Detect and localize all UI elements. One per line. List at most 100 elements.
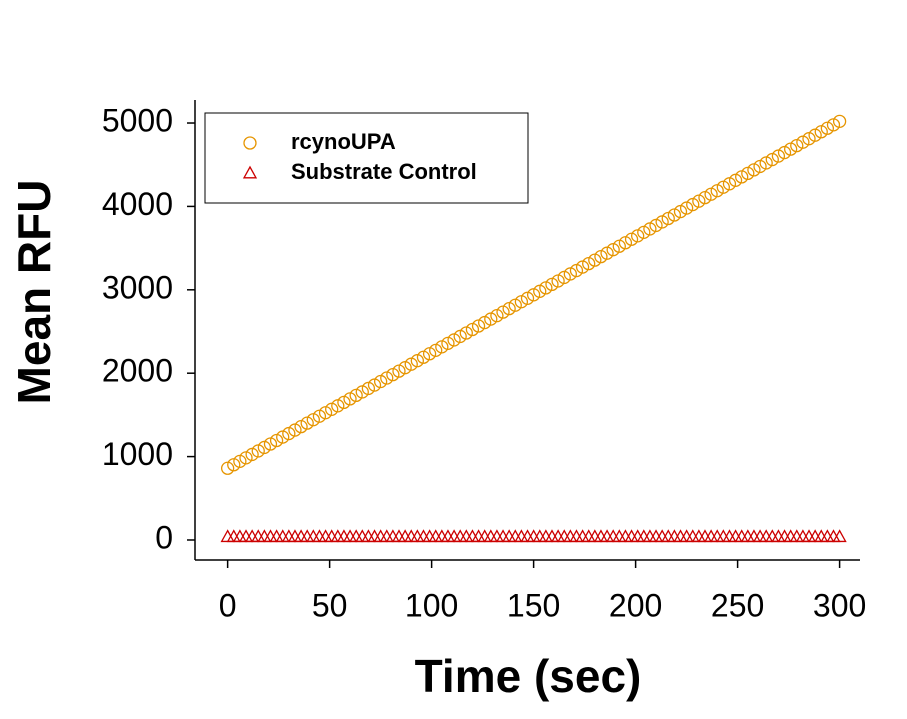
triangle-marker <box>318 529 333 543</box>
triangle-marker <box>410 529 425 543</box>
triangle-marker <box>428 529 443 543</box>
triangle-marker <box>453 529 468 543</box>
triangle-marker <box>575 529 590 543</box>
triangle-marker <box>520 529 535 543</box>
x-tick-label: 50 <box>312 587 348 623</box>
triangle-marker <box>514 529 529 543</box>
triangle-marker <box>820 529 835 543</box>
triangle-marker <box>483 529 498 543</box>
y-tick-label: 5000 <box>102 102 173 138</box>
triangle-marker <box>220 529 235 543</box>
triangle-marker <box>336 529 352 543</box>
triangle-marker <box>465 529 480 543</box>
triangle-marker <box>312 529 327 543</box>
triangle-marker <box>789 529 804 543</box>
triangle-marker <box>257 529 272 543</box>
triangle-marker <box>508 529 523 543</box>
triangle-marker <box>655 529 670 543</box>
triangle-marker <box>422 529 437 543</box>
triangle-marker <box>648 529 664 543</box>
triangle-marker <box>471 529 486 543</box>
triangle-marker <box>300 529 315 543</box>
triangle-marker <box>502 529 517 543</box>
triangle-marker <box>226 529 241 543</box>
triangle-marker <box>379 529 394 543</box>
triangle-marker <box>728 529 743 543</box>
x-tick-label: 0 <box>219 587 237 623</box>
circle-marker <box>832 114 847 128</box>
triangle-marker <box>679 529 694 543</box>
triangle-marker <box>440 529 456 543</box>
triangle-marker <box>667 529 682 543</box>
x-tick-label: 200 <box>609 587 662 623</box>
triangle-marker <box>581 529 596 543</box>
triangle-marker <box>801 529 817 543</box>
triangle-marker <box>703 529 719 543</box>
triangle-marker <box>624 529 639 543</box>
triangle-marker <box>593 529 609 543</box>
triangle-marker <box>777 529 792 543</box>
triangle-marker <box>373 529 388 543</box>
triangle-marker <box>367 529 382 543</box>
x-tick-label: 100 <box>405 587 458 623</box>
triangle-marker <box>459 529 474 543</box>
triangle-marker <box>275 529 290 543</box>
triangle-marker <box>697 529 713 543</box>
triangle-marker <box>489 529 505 543</box>
x-axis-label: Time (sec) <box>415 650 642 702</box>
triangle-marker <box>385 529 400 543</box>
triangle-marker <box>606 529 621 543</box>
triangle-marker <box>636 529 651 543</box>
y-tick-label: 3000 <box>102 269 173 305</box>
triangle-marker <box>765 529 780 543</box>
triangle-marker <box>342 529 358 543</box>
triangle-marker <box>661 529 676 543</box>
triangle-marker <box>532 529 547 543</box>
triangle-marker <box>710 529 725 543</box>
y-tick-label: 0 <box>155 519 173 555</box>
triangle-marker <box>538 529 553 543</box>
triangle-marker <box>832 529 847 543</box>
y-tick-label: 1000 <box>102 436 173 472</box>
triangle-marker <box>783 529 798 543</box>
triangle-marker <box>771 529 786 543</box>
triangle-marker <box>673 529 688 543</box>
x-tick-label: 250 <box>711 587 764 623</box>
triangle-marker <box>734 529 749 543</box>
triangle-marker <box>599 529 615 543</box>
triangle-marker <box>281 529 296 543</box>
triangle-marker <box>404 529 419 543</box>
triangle-marker <box>495 529 511 543</box>
x-tick-label: 300 <box>813 587 866 623</box>
triangle-marker <box>759 529 774 543</box>
triangle-marker <box>251 529 266 543</box>
triangle-marker <box>446 529 462 543</box>
triangle-marker <box>795 529 810 543</box>
triangle-marker <box>238 529 254 543</box>
triangle-marker <box>355 529 370 543</box>
triangle-marker <box>642 529 657 543</box>
y-tick-label: 4000 <box>102 186 173 222</box>
triangle-marker <box>330 529 345 543</box>
triangle-marker <box>391 529 407 543</box>
triangle-marker <box>814 529 829 543</box>
triangle-marker <box>808 529 823 543</box>
triangle-marker <box>826 529 841 543</box>
triangle-marker <box>685 529 700 543</box>
triangle-marker <box>752 529 768 543</box>
triangle-marker <box>722 529 737 543</box>
y-axis-label: Mean RFU <box>8 180 60 405</box>
triangle-marker <box>746 529 762 543</box>
triangle-marker <box>477 529 492 543</box>
triangle-marker <box>630 529 645 543</box>
circle-marker <box>243 136 257 150</box>
triangle-marker <box>269 529 284 543</box>
triangle-marker <box>550 529 566 543</box>
triangle-marker <box>691 529 706 543</box>
triangle-marker <box>416 529 431 543</box>
y-tick-label: 2000 <box>102 353 173 389</box>
triangle-marker <box>306 529 321 543</box>
triangle-marker <box>740 529 755 543</box>
triangle-marker <box>716 529 731 543</box>
